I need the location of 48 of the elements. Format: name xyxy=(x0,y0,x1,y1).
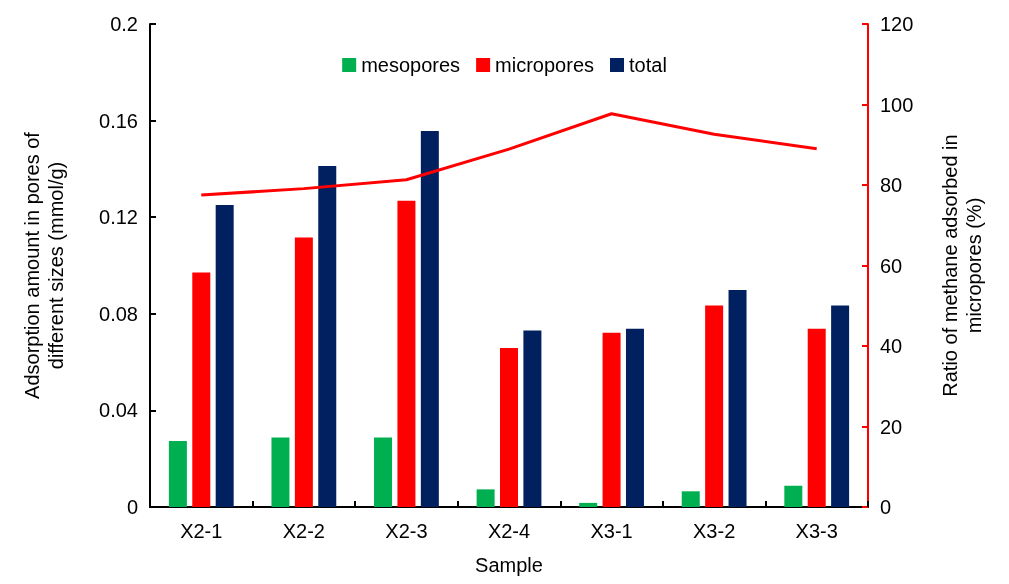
bar xyxy=(523,330,542,507)
x-tick-label: X3-1 xyxy=(590,520,633,542)
legend-label: total xyxy=(629,54,667,76)
y-tick-label: 0.08 xyxy=(99,302,138,325)
bar xyxy=(784,485,803,507)
bar xyxy=(579,502,598,507)
bar xyxy=(271,437,290,507)
y2-tick-label: 100 xyxy=(880,93,914,116)
y2-tick-label: 60 xyxy=(880,254,903,277)
y-tick-label: 0.12 xyxy=(99,206,138,229)
bar xyxy=(397,200,416,507)
x-tick-label: X3-2 xyxy=(693,520,736,542)
y-tick-label: 0.2 xyxy=(110,13,138,35)
y-tick-label: 0.04 xyxy=(99,399,138,422)
bar xyxy=(807,328,826,507)
x-tick-label: X2-3 xyxy=(385,520,428,542)
bar xyxy=(500,348,518,507)
bar xyxy=(831,305,850,507)
x-tick-label: X2-4 xyxy=(487,520,531,542)
x-axis-title: Sample xyxy=(475,554,543,576)
y2-tick-label: 20 xyxy=(880,415,903,438)
bar xyxy=(476,489,495,507)
bar xyxy=(294,237,313,507)
bar xyxy=(728,289,747,507)
bar xyxy=(602,332,621,507)
x-tick-label: X2-2 xyxy=(282,520,325,542)
legend-label: micropores xyxy=(495,54,595,76)
bar xyxy=(192,272,211,507)
bar xyxy=(374,437,393,507)
y2-tick-label: 0 xyxy=(880,496,892,518)
y2-tick-label: 80 xyxy=(880,174,903,196)
y2-tick-label: 120 xyxy=(880,13,914,35)
x-tick-label: X2-1 xyxy=(180,520,223,542)
legend-label: mesopores xyxy=(361,54,461,76)
bar xyxy=(625,328,644,507)
y2-tick-label: 40 xyxy=(880,335,903,357)
bar xyxy=(420,130,439,507)
y-tick-label: 0.16 xyxy=(99,109,138,132)
y2-axis-title: Ratio of methane adsorbed in micropores (%) xyxy=(939,134,985,397)
bar xyxy=(168,441,187,507)
bar xyxy=(215,204,234,507)
line-series xyxy=(199,112,819,197)
x-tick-label: X3-3 xyxy=(795,520,838,542)
bar xyxy=(681,491,700,507)
y-tick-label: 0 xyxy=(126,496,138,518)
y-axis-title: Adsorption amount in pores of different sizes (mmol/g) xyxy=(21,131,67,399)
bar xyxy=(705,305,724,507)
bar xyxy=(318,166,337,507)
